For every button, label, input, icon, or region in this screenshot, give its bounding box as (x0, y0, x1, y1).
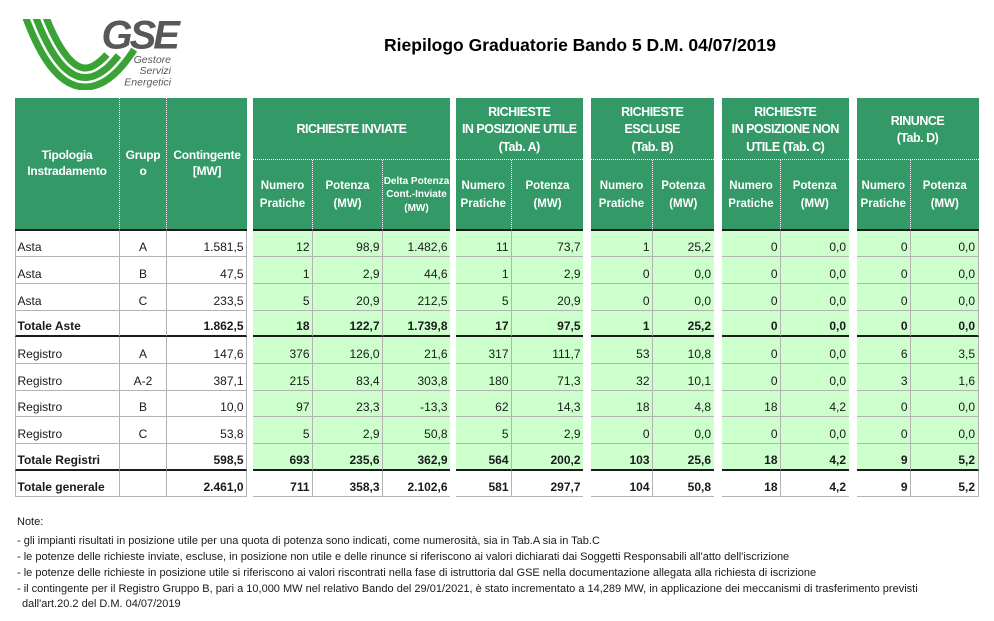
svg-text:Energetici: Energetici (124, 77, 171, 89)
svg-text:Servizi: Servizi (139, 65, 171, 77)
svg-text:Gestore: Gestore (134, 54, 172, 66)
svg-text:GSE: GSE (102, 14, 182, 58)
